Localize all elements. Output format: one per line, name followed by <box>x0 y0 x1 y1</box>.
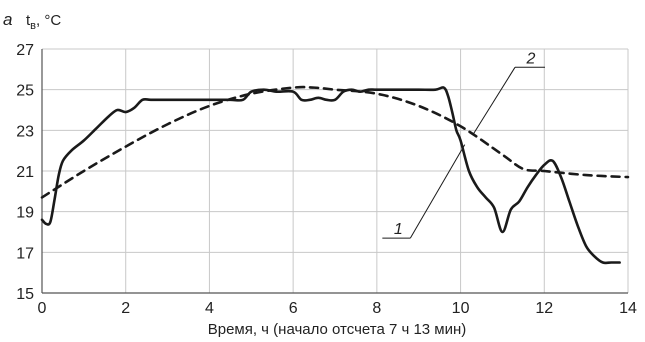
y-tick-label: 17 <box>16 245 34 262</box>
x-tick-label: 14 <box>619 300 637 317</box>
x-tick-label: 12 <box>535 300 553 317</box>
y-axis-symbol: t <box>26 12 31 29</box>
series-2-leader <box>472 67 516 135</box>
x-tick-label: 2 <box>121 300 130 317</box>
x-tick-label: 0 <box>38 300 47 317</box>
y-tick-label: 19 <box>16 205 34 222</box>
y-tick-label: 27 <box>16 42 34 59</box>
y-tick-label: 23 <box>16 123 34 140</box>
x-tick-label: 8 <box>372 300 381 317</box>
y-axis-unit: , °C <box>36 12 61 29</box>
y-axis-subscript: в <box>30 20 36 32</box>
series-2-line <box>40 85 630 199</box>
series-1-line <box>40 86 621 265</box>
axes <box>41 49 628 294</box>
y-tick-label: 25 <box>16 83 34 100</box>
series-2-label: 2 <box>526 50 536 67</box>
y-tick-label: 15 <box>16 286 34 303</box>
y-axis-label: tв, °C <box>26 12 61 32</box>
series-layer <box>40 85 630 265</box>
x-tick-label: 4 <box>205 300 214 317</box>
series-annotations: 12 <box>382 50 545 239</box>
x-tick-label: 6 <box>289 300 298 317</box>
x-tick-label: 10 <box>452 300 470 317</box>
x-axis-label: Время, ч (начало отсчета 7 ч 13 мин) <box>208 321 467 338</box>
panel-letter: а <box>3 10 12 29</box>
series-1-leader <box>409 144 466 239</box>
series-1-label: 1 <box>394 221 403 238</box>
y-tick-label: 21 <box>16 164 34 181</box>
